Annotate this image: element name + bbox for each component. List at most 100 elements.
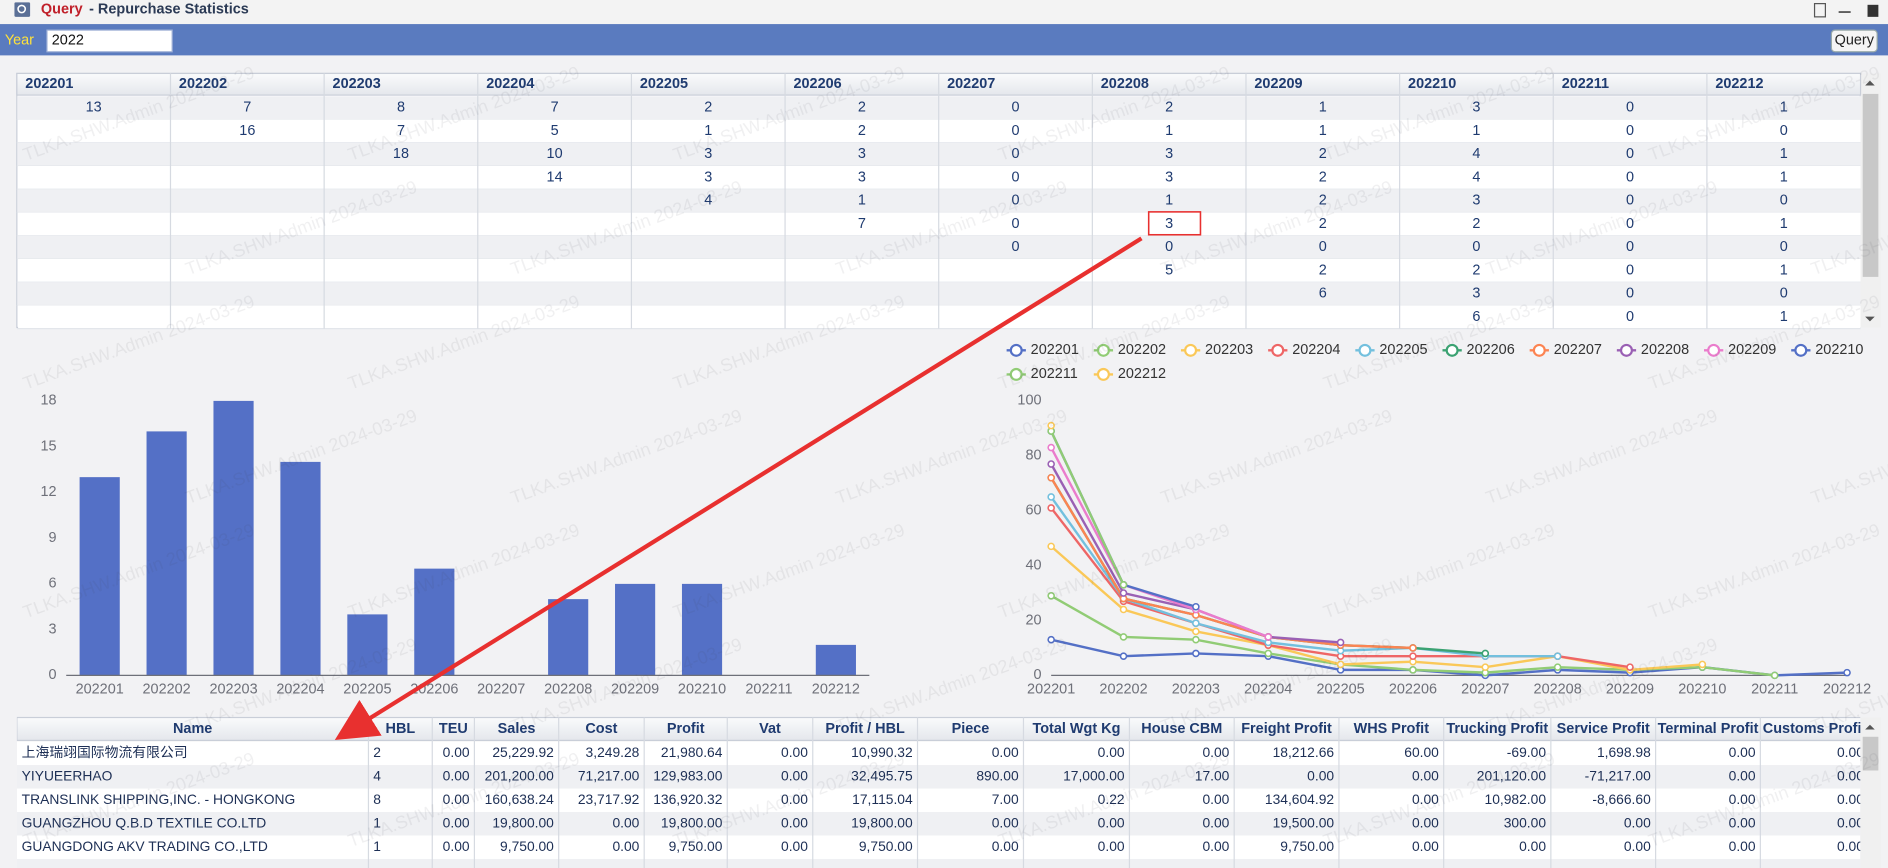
detail-scrollbar-thumb[interactable]: [1862, 736, 1879, 771]
column-header: Profit: [667, 721, 705, 737]
cell: 8: [397, 100, 405, 116]
legend-label[interactable]: 202204: [1292, 342, 1340, 358]
cell: 60.00: [1404, 744, 1439, 760]
cell: 890.00: [976, 767, 1019, 783]
legend-label[interactable]: 202205: [1379, 342, 1427, 358]
legend-label[interactable]: 202202: [1118, 342, 1166, 358]
bar: [548, 599, 589, 676]
cell: GUANGDONG AKV TRADING CO.,LTD: [22, 838, 268, 854]
cohort-scrollbar-thumb[interactable]: [1862, 93, 1879, 277]
query-button-label[interactable]: Query: [1835, 33, 1875, 49]
column-header: 202211: [1562, 76, 1609, 92]
x-tick-label: 202207: [477, 682, 525, 698]
scroll-arrow-up[interactable]: [1865, 724, 1875, 730]
legend-icon[interactable]: [1532, 343, 1546, 357]
series-point: [1192, 619, 1200, 628]
cell: 0: [1780, 286, 1788, 302]
legend-label[interactable]: 202210: [1815, 342, 1863, 358]
cell: 1: [1319, 123, 1327, 139]
legend-label[interactable]: 202209: [1728, 342, 1776, 358]
legend-icon[interactable]: [1271, 343, 1285, 357]
series-line: [1050, 545, 1703, 672]
cell: 0.00: [1098, 814, 1125, 830]
cell: -69.00: [1507, 744, 1547, 760]
series-point: [1409, 644, 1417, 652]
cell: 0: [1626, 286, 1634, 302]
cell: 300.00: [1504, 814, 1547, 830]
legend-icon[interactable]: [1096, 367, 1110, 381]
cell: 2: [1472, 262, 1480, 278]
series-point: [1481, 649, 1490, 658]
legend-icon[interactable]: [1009, 367, 1023, 381]
cell: 3: [1472, 286, 1480, 302]
legend-label[interactable]: 202212: [1118, 366, 1166, 382]
legend-label[interactable]: 202207: [1554, 342, 1602, 358]
cell: 上海瑞翊国际物流有限公司: [22, 744, 188, 760]
x-tick-label: 202202: [143, 682, 191, 698]
bar: [347, 614, 388, 676]
legend-icon[interactable]: [1184, 343, 1198, 357]
column-header: 202203: [333, 76, 381, 92]
cell: 0: [1626, 262, 1634, 278]
restore-icon[interactable]: [1867, 4, 1879, 17]
column-header: Piece: [952, 721, 990, 737]
legend-label[interactable]: 202203: [1205, 342, 1253, 358]
series-point: [1192, 635, 1200, 644]
cell: 2: [1472, 216, 1480, 232]
series-point: [1553, 652, 1562, 660]
x-tick-label: 202210: [1678, 682, 1726, 698]
bar-chart: 0 3 6 9 12 15 18 202201 202202 202203 202204 202205…: [41, 393, 870, 698]
x-tick-label: 202206: [1389, 682, 1437, 698]
cell: 0.00: [1519, 838, 1546, 854]
column-header: 202202: [179, 76, 227, 92]
series-line: [1050, 446, 1269, 639]
legend-icon[interactable]: [1358, 343, 1372, 357]
cell: 0.00: [1729, 838, 1756, 854]
query-button[interactable]: [1830, 29, 1878, 53]
cell: 3: [1165, 216, 1173, 232]
bar: [213, 400, 254, 676]
legend-label[interactable]: 202211: [1031, 366, 1078, 382]
column-header: WHS Profit: [1354, 721, 1430, 737]
y-tick-label: 20: [1025, 612, 1041, 628]
column-header: Trucking Profit: [1446, 721, 1548, 737]
legend-icon[interactable]: [1794, 343, 1808, 357]
cell: 1: [1780, 216, 1788, 232]
series-point: [1047, 443, 1055, 452]
legend-label[interactable]: 202201: [1031, 342, 1079, 358]
cell: 2: [858, 100, 866, 116]
legend-label[interactable]: 202206: [1467, 342, 1515, 358]
series-point: [1409, 666, 1417, 674]
year-input[interactable]: [46, 29, 173, 53]
cell: 0.00: [443, 838, 470, 854]
cell: 3: [704, 146, 712, 162]
title-query: Query: [41, 1, 83, 17]
cell: 0.00: [781, 767, 808, 783]
legend-label[interactable]: 202208: [1641, 342, 1689, 358]
legend-icon[interactable]: [1096, 343, 1110, 357]
x-tick-label: 202203: [1172, 682, 1220, 698]
cell: 0.00: [1202, 838, 1229, 854]
cell: 2: [1319, 216, 1327, 232]
cell: 0: [1472, 239, 1480, 255]
cell: 0: [1319, 239, 1327, 255]
y-tick-label: 40: [1025, 557, 1041, 573]
cell: 0.00: [1837, 744, 1864, 760]
cell: 0.00: [1624, 814, 1651, 830]
x-tick-label: 202205: [343, 682, 391, 698]
column-header: Total Wgt Kg: [1032, 721, 1120, 737]
delete-icon[interactable]: [1813, 3, 1826, 18]
legend-icon[interactable]: [1707, 343, 1721, 357]
cell: 0.00: [443, 744, 470, 760]
cell: 0.00: [1729, 767, 1756, 783]
cell: 7: [858, 216, 866, 232]
series-point: [1192, 627, 1200, 636]
legend-icon[interactable]: [1445, 343, 1459, 357]
cell: 0: [1012, 169, 1020, 185]
cell: 0.00: [781, 744, 808, 760]
legend-icon[interactable]: [1009, 343, 1023, 357]
line-chart: 0 20 40 60 80 100 202201 202202 202203 202204 2022…: [1006, 342, 1871, 698]
legend-icon[interactable]: [1619, 343, 1633, 357]
series-point: [1119, 633, 1128, 641]
x-tick-label: 202209: [611, 682, 659, 698]
